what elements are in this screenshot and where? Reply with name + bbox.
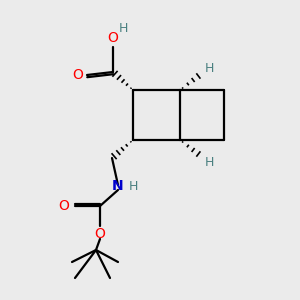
Text: O: O (58, 199, 69, 213)
Text: O: O (94, 227, 105, 241)
Text: H: H (204, 61, 214, 74)
Text: H: H (128, 179, 138, 193)
Text: N: N (112, 179, 124, 193)
Text: O: O (73, 68, 83, 82)
Text: H: H (118, 22, 128, 35)
Text: O: O (108, 31, 118, 45)
Text: H: H (204, 155, 214, 169)
